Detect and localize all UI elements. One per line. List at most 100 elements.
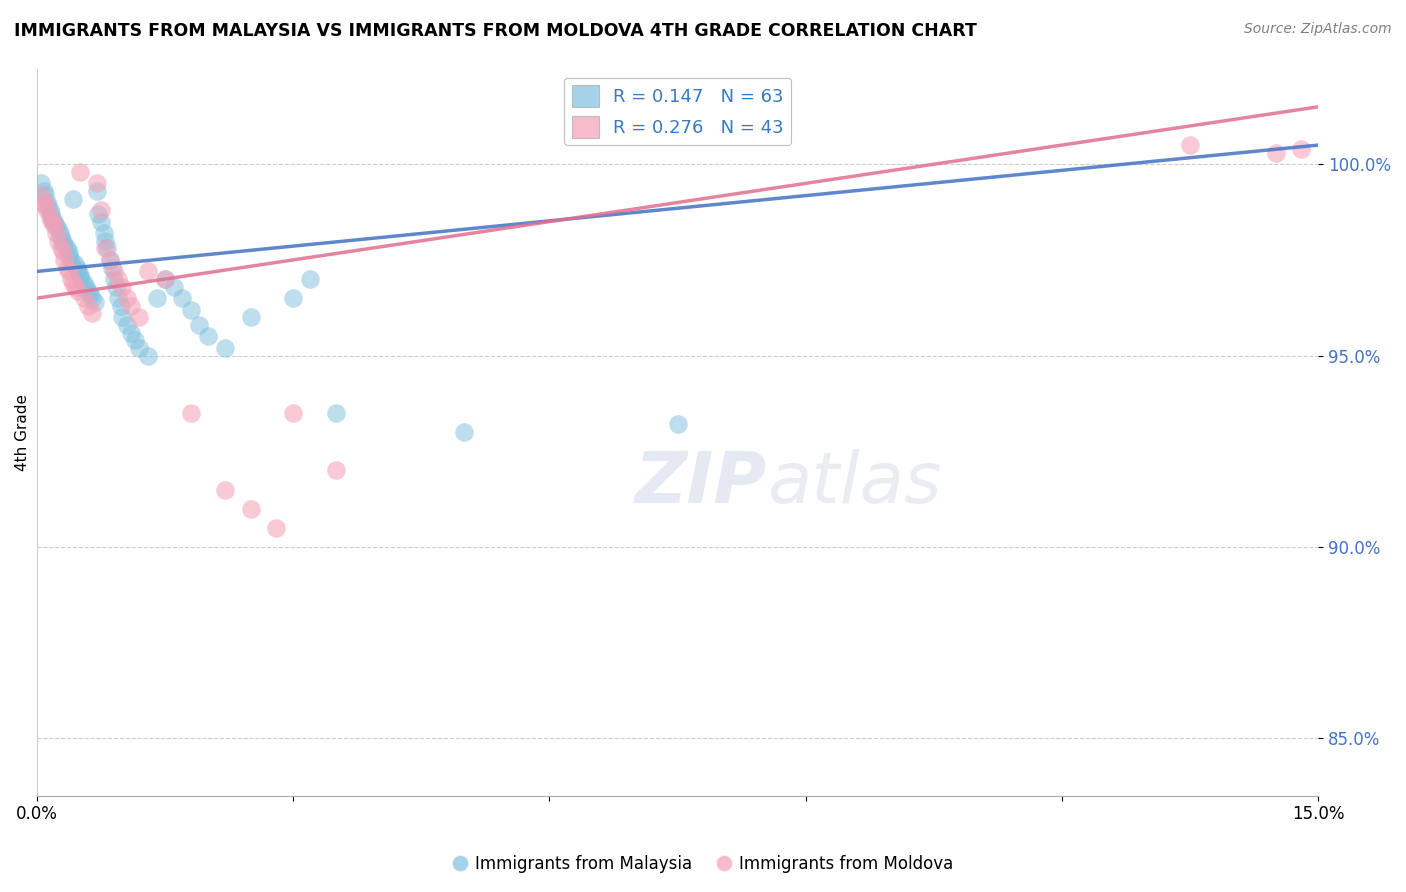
- Point: [145, 291, 167, 305]
- Point: [120, 299, 142, 313]
- Point: [49, 226, 72, 240]
- Point: [32, 184, 55, 198]
- Point: [42, 214, 65, 228]
- Point: [37, 199, 59, 213]
- Point: [82, 306, 104, 320]
- Legend: Immigrants from Malaysia, Immigrants from Moldova: Immigrants from Malaysia, Immigrants fro…: [447, 848, 959, 880]
- Point: [128, 310, 150, 325]
- Point: [56, 241, 79, 255]
- Point: [197, 329, 219, 343]
- Point: [136, 349, 159, 363]
- Point: [1178, 138, 1201, 153]
- Point: [46, 234, 69, 248]
- Point: [110, 299, 132, 313]
- Point: [69, 165, 91, 179]
- Point: [188, 318, 211, 332]
- Point: [111, 310, 134, 325]
- Point: [264, 521, 287, 535]
- Point: [62, 276, 84, 290]
- Point: [73, 276, 96, 290]
- Point: [41, 214, 63, 228]
- Point: [82, 291, 104, 305]
- Legend: R = 0.147   N = 63, R = 0.276   N = 43: R = 0.147 N = 63, R = 0.276 N = 43: [564, 78, 792, 145]
- Point: [77, 284, 100, 298]
- Text: atlas: atlas: [768, 449, 942, 517]
- Point: [56, 260, 79, 275]
- Point: [86, 177, 108, 191]
- Point: [52, 245, 75, 260]
- Point: [136, 264, 159, 278]
- Point: [38, 211, 60, 225]
- Point: [111, 279, 134, 293]
- Point: [666, 417, 689, 432]
- Point: [58, 264, 80, 278]
- Point: [104, 279, 127, 293]
- Point: [115, 291, 138, 305]
- Point: [180, 406, 202, 420]
- Text: IMMIGRANTS FROM MALAYSIA VS IMMIGRANTS FROM MOLDOVA 4TH GRADE CORRELATION CHART: IMMIGRANTS FROM MALAYSIA VS IMMIGRANTS F…: [14, 22, 977, 40]
- Point: [58, 249, 80, 263]
- Point: [96, 241, 118, 255]
- Point: [65, 279, 87, 293]
- Point: [60, 252, 83, 267]
- Point: [153, 272, 176, 286]
- Point: [239, 310, 262, 325]
- Point: [107, 272, 129, 286]
- Point: [60, 272, 83, 286]
- Point: [30, 177, 52, 191]
- Text: Source: ZipAtlas.com: Source: ZipAtlas.com: [1244, 22, 1392, 37]
- Point: [90, 214, 112, 228]
- Point: [32, 195, 55, 210]
- Point: [46, 222, 69, 236]
- Point: [124, 333, 146, 347]
- Point: [101, 260, 124, 275]
- Point: [93, 226, 115, 240]
- Point: [37, 195, 59, 210]
- Point: [79, 287, 101, 301]
- Point: [84, 295, 107, 310]
- Point: [66, 284, 89, 298]
- Point: [66, 264, 89, 278]
- Point: [325, 406, 347, 420]
- Text: ZIP: ZIP: [636, 449, 768, 517]
- Point: [115, 318, 138, 332]
- Point: [98, 252, 121, 267]
- Point: [172, 291, 194, 305]
- Point: [37, 203, 59, 218]
- Point: [1289, 142, 1312, 156]
- Point: [34, 187, 56, 202]
- Point: [153, 272, 176, 286]
- Point: [66, 260, 89, 275]
- Point: [283, 406, 305, 420]
- Point: [283, 291, 305, 305]
- Point: [75, 279, 97, 293]
- Point: [70, 272, 93, 286]
- Point: [239, 501, 262, 516]
- Point: [42, 219, 65, 233]
- Point: [180, 302, 202, 317]
- Point: [49, 230, 72, 244]
- Point: [299, 272, 322, 286]
- Point: [65, 257, 87, 271]
- Point: [53, 237, 76, 252]
- Point: [325, 463, 347, 477]
- Point: [162, 279, 184, 293]
- Point: [58, 245, 80, 260]
- Point: [214, 483, 236, 497]
- Point: [214, 341, 236, 355]
- Point: [49, 241, 72, 255]
- Point: [41, 211, 63, 225]
- Point: [52, 234, 75, 248]
- Point: [62, 192, 84, 206]
- Point: [453, 425, 475, 439]
- Point: [30, 187, 52, 202]
- Point: [69, 268, 91, 283]
- Point: [94, 234, 117, 248]
- Point: [87, 207, 110, 221]
- Point: [128, 341, 150, 355]
- Point: [53, 252, 76, 267]
- Point: [34, 199, 56, 213]
- Point: [45, 219, 67, 233]
- Point: [1264, 145, 1286, 160]
- Point: [120, 326, 142, 340]
